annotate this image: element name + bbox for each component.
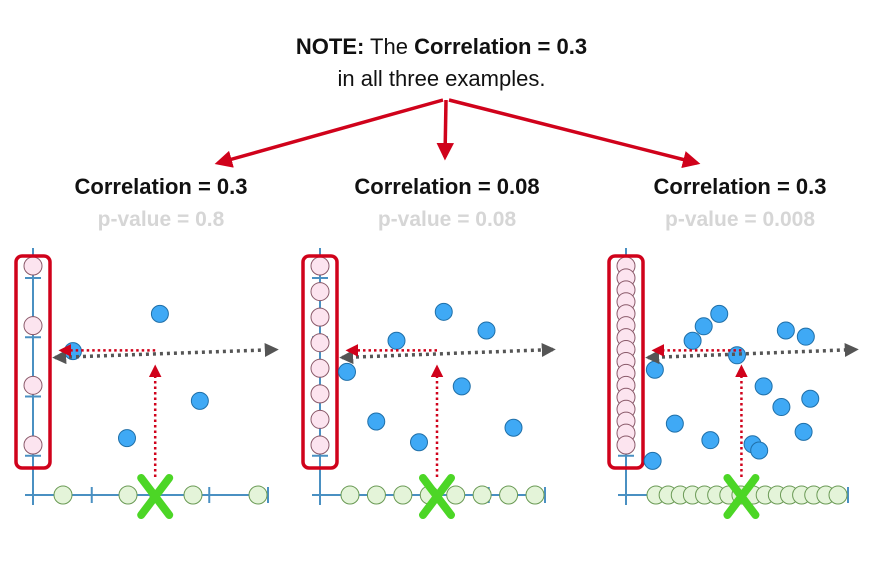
panel-2-title: Correlation = 0.08	[354, 174, 540, 199]
x-stroke-2	[419, 474, 455, 519]
green-x-point	[446, 485, 466, 505]
data-point	[665, 414, 684, 433]
data-point	[796, 327, 815, 346]
pink-y-point	[310, 256, 330, 276]
green-x-point	[248, 485, 268, 505]
data-point	[118, 429, 136, 448]
pink-y-point	[310, 384, 330, 404]
data-point	[434, 302, 453, 321]
panel-3-title: Correlation = 0.3	[653, 174, 827, 199]
data-point	[794, 422, 813, 441]
green-x-icon	[137, 474, 174, 519]
data-point	[728, 346, 746, 365]
data-point	[387, 331, 406, 350]
note-text: The	[364, 34, 415, 59]
pink-y-point	[310, 307, 330, 327]
note-line-1: NOTE: The Correlation = 0.3	[0, 34, 883, 60]
data-point	[150, 304, 169, 323]
data-point	[338, 362, 356, 381]
green-x-icon	[723, 474, 760, 519]
arrow-to-left-panel	[214, 98, 444, 168]
data-point	[801, 389, 820, 408]
x-stroke-2	[137, 474, 174, 519]
pink-y-point	[616, 435, 636, 455]
green-x-point	[118, 485, 138, 505]
panel-3	[607, 248, 859, 519]
data-point	[772, 398, 791, 417]
green-x-point	[340, 485, 360, 505]
pink-y-point	[23, 256, 43, 276]
data-point	[750, 441, 769, 460]
pink-y-point	[310, 282, 330, 302]
green-x-point	[366, 485, 386, 505]
pink-y-point	[310, 333, 330, 353]
note-emphasis: Correlation = 0.3	[414, 34, 588, 59]
data-point	[683, 331, 702, 350]
data-point	[477, 321, 496, 340]
data-point	[645, 360, 664, 379]
pink-y-point	[310, 358, 330, 378]
arrow-to-middle-panel	[436, 99, 454, 161]
green-x-point	[828, 485, 848, 505]
panel-1-title: Correlation = 0.3	[74, 174, 248, 199]
pink-y-point	[23, 375, 43, 395]
y-highlight-box	[607, 254, 645, 470]
green-x-point	[499, 485, 519, 505]
y-highlight-box	[14, 254, 52, 470]
pink-y-point	[23, 316, 43, 336]
green-x-point	[53, 485, 73, 505]
panels-layer	[14, 248, 859, 519]
data-point	[504, 418, 523, 437]
pink-y-point	[23, 435, 43, 455]
note-arrows	[214, 98, 701, 169]
prediction-range-arrow	[52, 342, 279, 365]
panel-3-pvalue: p-value = 0.008	[664, 208, 816, 231]
panel-1-pvalue: p-value = 0.8	[97, 208, 225, 231]
green-x-point	[393, 485, 413, 505]
note-line-2: in all three examples.	[337, 66, 546, 91]
y-highlight-box	[301, 254, 339, 470]
data-point	[452, 377, 471, 396]
green-x-icon	[419, 474, 455, 519]
x-stroke-2	[723, 474, 760, 519]
note-prefix: NOTE:	[295, 34, 365, 59]
panel-1	[14, 248, 279, 519]
data-point	[694, 317, 713, 336]
panel-2	[301, 248, 556, 519]
data-point	[190, 391, 209, 410]
data-point	[367, 412, 386, 431]
panel-2-pvalue: p-value = 0.08	[377, 208, 517, 231]
data-point	[643, 451, 662, 470]
green-x-point	[183, 485, 203, 505]
prediction-range-arrow	[339, 342, 556, 365]
data-point	[710, 304, 729, 323]
green-x-point	[525, 485, 545, 505]
pink-y-point	[310, 435, 330, 455]
pink-y-point	[310, 409, 330, 429]
arrow-to-right-panel	[448, 98, 701, 169]
data-point	[410, 433, 428, 452]
data-point	[776, 321, 795, 340]
data-point	[701, 431, 720, 450]
green-x-point	[472, 485, 492, 505]
data-point	[754, 377, 773, 396]
